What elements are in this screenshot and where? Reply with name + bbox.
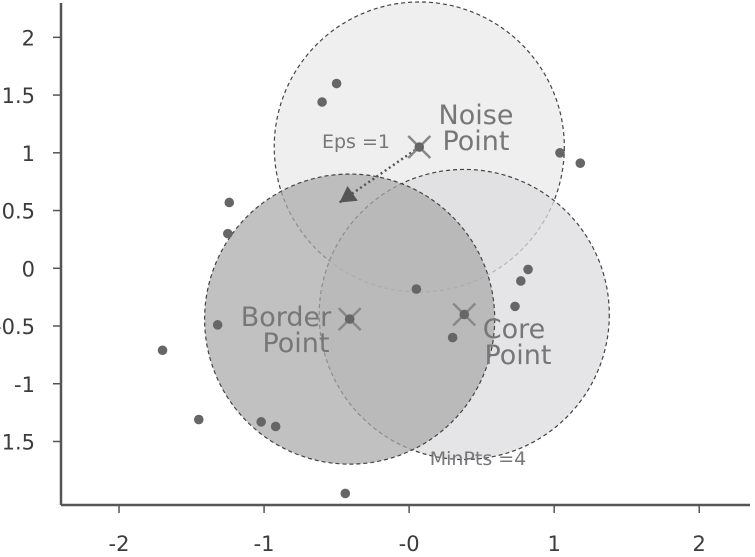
border-point-marker [337,307,362,331]
data-point [331,78,342,89]
y-tick-label: 1.5 [2,430,35,454]
y-tick-label: 1.5 [2,84,35,108]
axes [53,3,750,513]
x-tick-label: -2 [109,532,130,556]
core-point-marker [452,302,477,327]
y-tick-label: -0.5 [0,315,35,339]
x-tick-label: -1 [254,532,275,556]
data-point [510,301,520,312]
noise-label-line2: Point [442,126,509,157]
data-points [157,78,586,499]
y-tick-label: 0.5 [2,200,35,224]
data-point [516,276,526,286]
eps-circles [204,1,610,465]
eps-label: Eps =1 [322,131,390,153]
core-point [459,309,470,320]
noise-point-marker [407,135,432,159]
data-point [194,414,204,425]
annotations: Noise Point Border Point Core Point Eps … [241,100,552,470]
data-point [256,417,266,427]
eps-link [338,146,420,204]
core-label-line1: Core [483,314,546,345]
data-point [523,264,533,275]
border-label-line2: Point [262,328,329,359]
noise-label-line1: Noise [439,100,514,131]
data-point [224,197,235,208]
core-label-line2: Point [484,340,551,371]
data-point [212,320,223,330]
data-point [411,284,422,294]
data-point [555,148,565,158]
x-tick-label: 2 [693,532,706,556]
noise-point [414,142,425,152]
y-tick-label: 2 [22,26,35,50]
data-point [447,332,458,343]
y-tick-label: 1 [22,142,35,166]
border-point [344,314,355,324]
tick-labels: -2 -1 -0 1 2 2 1.5 1 0.5 0 -0.5 -1 1.5 [0,26,706,556]
data-point [157,345,168,356]
data-point [575,158,586,168]
data-point [223,228,233,239]
eps-arrow-head [339,185,358,203]
x-tick-label: -0 [399,532,420,556]
minpts-label: MinPts =4 [430,448,527,470]
eps-radius-line [338,146,420,204]
x-tick-label: 1 [547,532,560,556]
data-point [317,97,327,107]
labeled-point-markers [337,135,477,331]
y-tick-label: 0 [22,257,35,281]
y-tick-label: -1 [14,373,35,397]
data-point [270,421,281,432]
data-point [340,488,351,499]
border-label-line1: Border [241,302,332,333]
